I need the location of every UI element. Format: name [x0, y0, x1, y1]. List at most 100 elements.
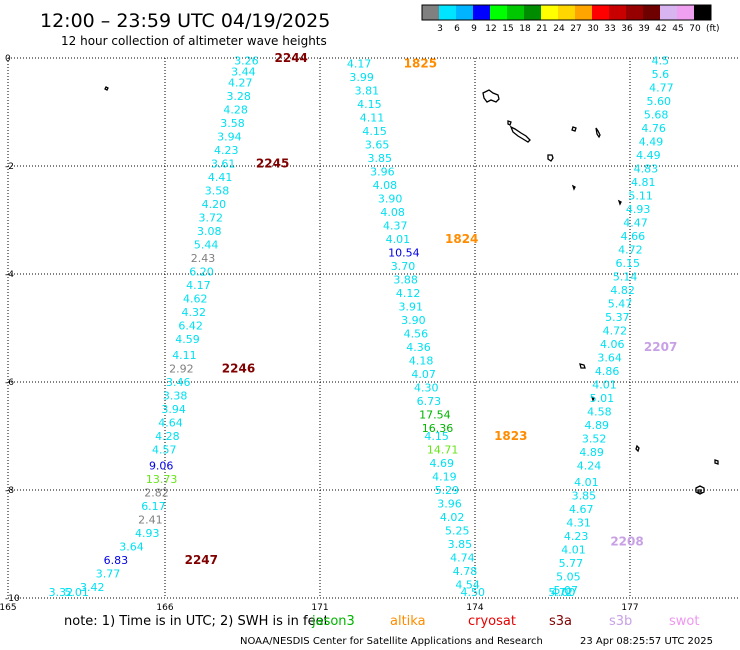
wave-height-value: 4.58: [587, 406, 612, 419]
wave-height-value: 6.20: [189, 265, 214, 278]
wave-height-value: 5.6: [652, 68, 670, 81]
wave-height-value: 3.88: [393, 273, 418, 286]
colorbar-tick-label: 33: [604, 24, 615, 34]
wave-height-value: 5.14: [613, 271, 638, 284]
wave-height-value: 5.25: [445, 525, 470, 538]
wave-height-value: 3.26: [234, 55, 259, 68]
wave-height-value: 4.49: [639, 136, 664, 149]
wave-height-value: 5.11: [628, 190, 653, 203]
mission-legend-item: cryosat: [468, 614, 516, 629]
colorbar-swatch: [490, 5, 507, 20]
colorbar-swatch: [507, 5, 524, 20]
wave-height-value: 4.50: [461, 586, 486, 599]
wave-height-value: 4.57: [152, 444, 177, 457]
wave-height-value: 4.00: [551, 586, 576, 599]
wave-height-value: 4.15: [357, 98, 382, 111]
colorbar-tick-label: 70: [689, 24, 701, 34]
wave-height-value: 4.56: [404, 327, 429, 340]
island-outline: [590, 395, 595, 402]
wave-height-value: 4.08: [373, 179, 398, 192]
mission-legend-item: s3a: [549, 614, 572, 629]
colorbar-swatch: [541, 5, 558, 20]
y-tick-label: -8: [5, 486, 14, 496]
colorbar-swatch: [660, 5, 677, 20]
colorbar-tick-label: 39: [638, 24, 650, 34]
colorbar-tick-label: 9: [471, 24, 477, 34]
wave-height-value: 3.64: [119, 541, 144, 554]
wave-height-value: 4.81: [631, 176, 656, 189]
wave-height-value: 3.58: [205, 184, 230, 197]
wave-height-value: 4.23: [214, 144, 239, 157]
wave-height-value: 3.96: [370, 165, 395, 178]
wave-height-value: 4.11: [172, 349, 197, 362]
wave-height-value: 3.38: [163, 390, 188, 403]
colorbar-tick-label: 30: [587, 24, 599, 34]
colorbar-swatch: [677, 5, 694, 20]
wave-height-value: 5.72: [548, 586, 573, 599]
wave-height-value: 3.81: [355, 84, 380, 97]
wave-height-value: 5.37: [605, 311, 630, 324]
wave-height-value: 4.08: [380, 206, 405, 219]
wave-height-value: 5.47: [608, 298, 633, 311]
satellite-pass-label: 2246: [222, 362, 255, 376]
satellite-pass-label: 1823: [494, 429, 527, 443]
wave-height-value: 3.65: [365, 138, 390, 151]
wave-height-value: 3.99: [349, 71, 374, 84]
wave-height-value: 6.15: [616, 257, 641, 270]
wave-height-value: 4.74: [450, 552, 475, 565]
colorbar-swatch: [456, 5, 473, 20]
wave-height-value: 4.93: [626, 203, 651, 216]
colorbar: 3 6 9 12 15 18 21 24 27 30 33 36 39 42 45 70: [421, 4, 712, 34]
wave-height-value: 4.69: [430, 457, 455, 470]
wave-height-value: 3.85: [572, 489, 597, 502]
wave-height-value: 4.17: [347, 57, 372, 70]
wave-height-value: 4.89: [585, 419, 610, 432]
wave-height-value: 3.52: [582, 433, 607, 446]
colorbar-swatch: [558, 5, 575, 20]
wave-height-value: 4.66: [621, 230, 646, 243]
colorbar-tick-label: 42: [655, 24, 666, 34]
wave-height-value: 4.93: [135, 527, 160, 540]
island-outline: [579, 363, 586, 369]
x-tick-label: 171: [311, 603, 328, 613]
satellite-pass-label: 1825: [404, 56, 437, 70]
island-outlines: [104, 86, 719, 495]
wave-height-values: 3.263.444.273.284.283.583.944.233.614.41…: [49, 55, 674, 599]
wave-height-value: 13.73: [146, 473, 178, 486]
colorbar-swatch: [439, 5, 456, 20]
wave-height-value: 4.31: [566, 516, 591, 529]
wave-height-value: 4.07: [411, 368, 436, 381]
island-outline: [617, 199, 622, 206]
wave-height-value: 3.72: [199, 211, 224, 224]
y-tick-label: -10: [5, 594, 20, 604]
colorbar-frame: [421, 4, 712, 21]
wave-height-value: 4.18: [409, 354, 434, 367]
colorbar-swatch: [609, 5, 626, 20]
wave-height-value: 4.37: [383, 219, 408, 232]
wave-height-value: 5.01: [64, 586, 89, 599]
colorbar-swatch: [592, 5, 609, 20]
wave-height-value: 5.68: [644, 109, 669, 122]
wave-height-value: 4.01: [561, 543, 586, 556]
wave-height-value: 2.43: [191, 252, 216, 265]
wave-height-value: 3.90: [378, 192, 403, 205]
mission-legend-item: altika: [390, 614, 426, 629]
wave-height-value: 3.42: [80, 581, 105, 594]
wave-height-value: 2.92: [169, 363, 194, 376]
wave-height-value: 10.54: [388, 246, 420, 259]
island-outline: [695, 485, 705, 495]
colorbar-tick-label: 36: [621, 24, 633, 34]
colorbar-swatch: [575, 5, 592, 20]
wave-height-value: 4.17: [186, 279, 211, 292]
wave-height-value: 4.24: [577, 460, 602, 473]
satellite-pass-label: 1824: [445, 232, 478, 246]
island-outline: [635, 444, 640, 453]
satellite-pass-label: 2247: [185, 553, 218, 567]
island-outline: [509, 125, 531, 143]
x-tick-label: 166: [156, 603, 173, 613]
island-outline: [714, 459, 719, 465]
wave-height-value: 5.44: [194, 238, 219, 251]
y-tick-label: -4: [5, 270, 14, 280]
colorbar-tick-label: 18: [519, 24, 531, 34]
wave-height-value: 4.02: [440, 511, 465, 524]
